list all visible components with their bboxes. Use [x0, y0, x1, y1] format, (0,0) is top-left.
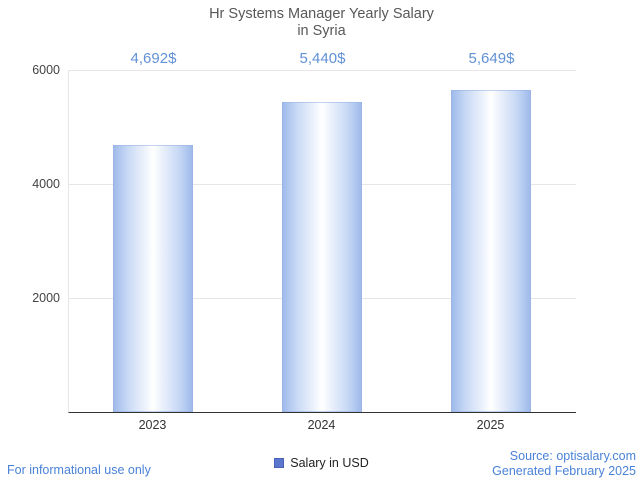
bar-value-label-2024: 5,440$ [299, 50, 346, 67]
bar-2025 [451, 90, 532, 412]
footer-generated-date: Generated February 2025 [492, 464, 636, 478]
chart-title-line1: Hr Systems Manager Yearly Salary [209, 6, 434, 22]
x-axis-label-2024: 2024 [307, 418, 336, 432]
bar-group-2024: 5,440$ [238, 50, 407, 412]
chart-title: Hr Systems Manager Yearly Salary in Syri… [0, 6, 643, 40]
y-axis-tick-6000: 6000 [32, 63, 60, 77]
y-axis: 6000 4000 2000 [0, 63, 60, 412]
bar-group-2025: 5,649$ [407, 50, 576, 412]
bar-value-label-2023: 4,692$ [130, 50, 177, 67]
plot-area: 4,692$ 5,440$ 5,649$ [68, 50, 576, 413]
footer-source-link[interactable]: Source: optisalary.com [509, 449, 636, 463]
y-axis-tick-2000: 2000 [32, 291, 60, 305]
legend-label: Salary in USD [290, 456, 369, 470]
x-axis-label-2025: 2025 [476, 418, 505, 432]
bar-2024 [282, 101, 363, 412]
gridline-6000 [69, 70, 576, 71]
bar-2023 [113, 144, 194, 412]
y-axis-tick-4000: 4000 [32, 177, 60, 191]
legend: Salary in USD [0, 456, 643, 470]
footer-disclaimer: For informational use only [7, 463, 151, 477]
x-axis: 2023 2024 2025 [68, 418, 575, 434]
chart-title-line2: in Syria [297, 23, 346, 39]
bar-group-2023: 4,692$ [69, 50, 238, 412]
bar-value-label-2025: 5,649$ [468, 50, 515, 67]
legend-swatch-icon [274, 458, 285, 468]
footer-attribution: Source: optisalary.com Generated Februar… [492, 449, 636, 479]
x-axis-label-2023: 2023 [138, 418, 167, 432]
